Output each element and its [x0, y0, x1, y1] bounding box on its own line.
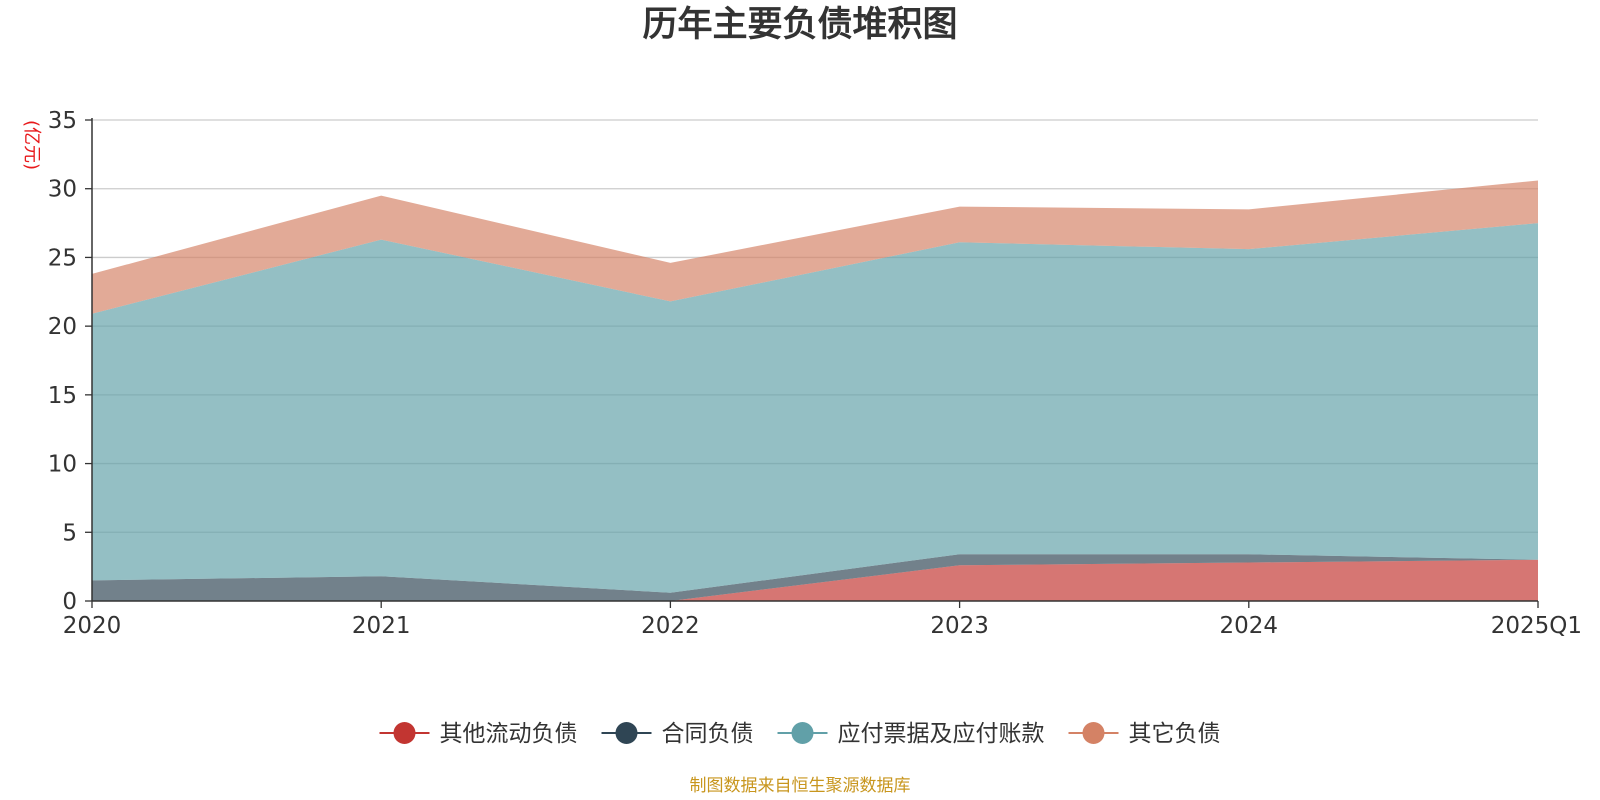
legend-label: 其他流动负债 [440, 721, 578, 747]
y-tick-label: 25 [48, 245, 77, 271]
y-axis-unit-label: (亿元) [21, 120, 42, 170]
area-series-4 [92, 180, 1538, 314]
legend-item-3: 应付票据及应付账款 [777, 721, 1045, 747]
area-series [92, 180, 1538, 601]
legend-item-1: 其他流动负债 [379, 721, 578, 747]
x-tick-label: 2020 [63, 613, 122, 639]
y-tick-label: 35 [48, 108, 77, 134]
legend-marker-icon [1082, 722, 1105, 744]
legend-marker-icon [791, 722, 814, 744]
y-tick-label: 0 [62, 589, 77, 615]
legend-item-4: 其它负债 [1068, 721, 1221, 747]
x-tick-label: 2025Q1 [1491, 613, 1582, 639]
legend-label: 应付票据及应付账款 [838, 721, 1045, 747]
legend-label: 其它负债 [1129, 721, 1221, 747]
y-tick-label: 20 [48, 314, 77, 340]
area-series-1 [92, 559, 1538, 601]
y-tick-label: 10 [48, 452, 77, 478]
source-note: 制图数据来自恒生聚源数据库 [690, 776, 911, 796]
legend-item-2: 合同负债 [601, 721, 754, 747]
legend-label: 合同负债 [662, 721, 754, 747]
area-series-2 [92, 554, 1538, 601]
y-tick-label: 15 [48, 383, 77, 409]
legend-marker-icon [615, 722, 638, 744]
legend-marker-icon [393, 722, 416, 744]
area-series-3 [92, 223, 1538, 593]
y-tick-label: 30 [48, 177, 77, 203]
chart-title: 历年主要负债堆积图 [642, 5, 957, 45]
y-tick-label: 5 [62, 520, 77, 546]
legend: 其他流动负债 合同负债 应付票据及应付账款 其它负债 [379, 721, 1221, 747]
x-tick-label: 2023 [930, 613, 989, 639]
x-tick-label: 2022 [641, 613, 700, 639]
x-tick-label: 2024 [1220, 613, 1279, 639]
x-tick-label: 2021 [352, 613, 411, 639]
axes: 0 5 10 15 20 25 30 35 2020 2021 2022 2023 2024 2025Q1 [48, 108, 1582, 639]
